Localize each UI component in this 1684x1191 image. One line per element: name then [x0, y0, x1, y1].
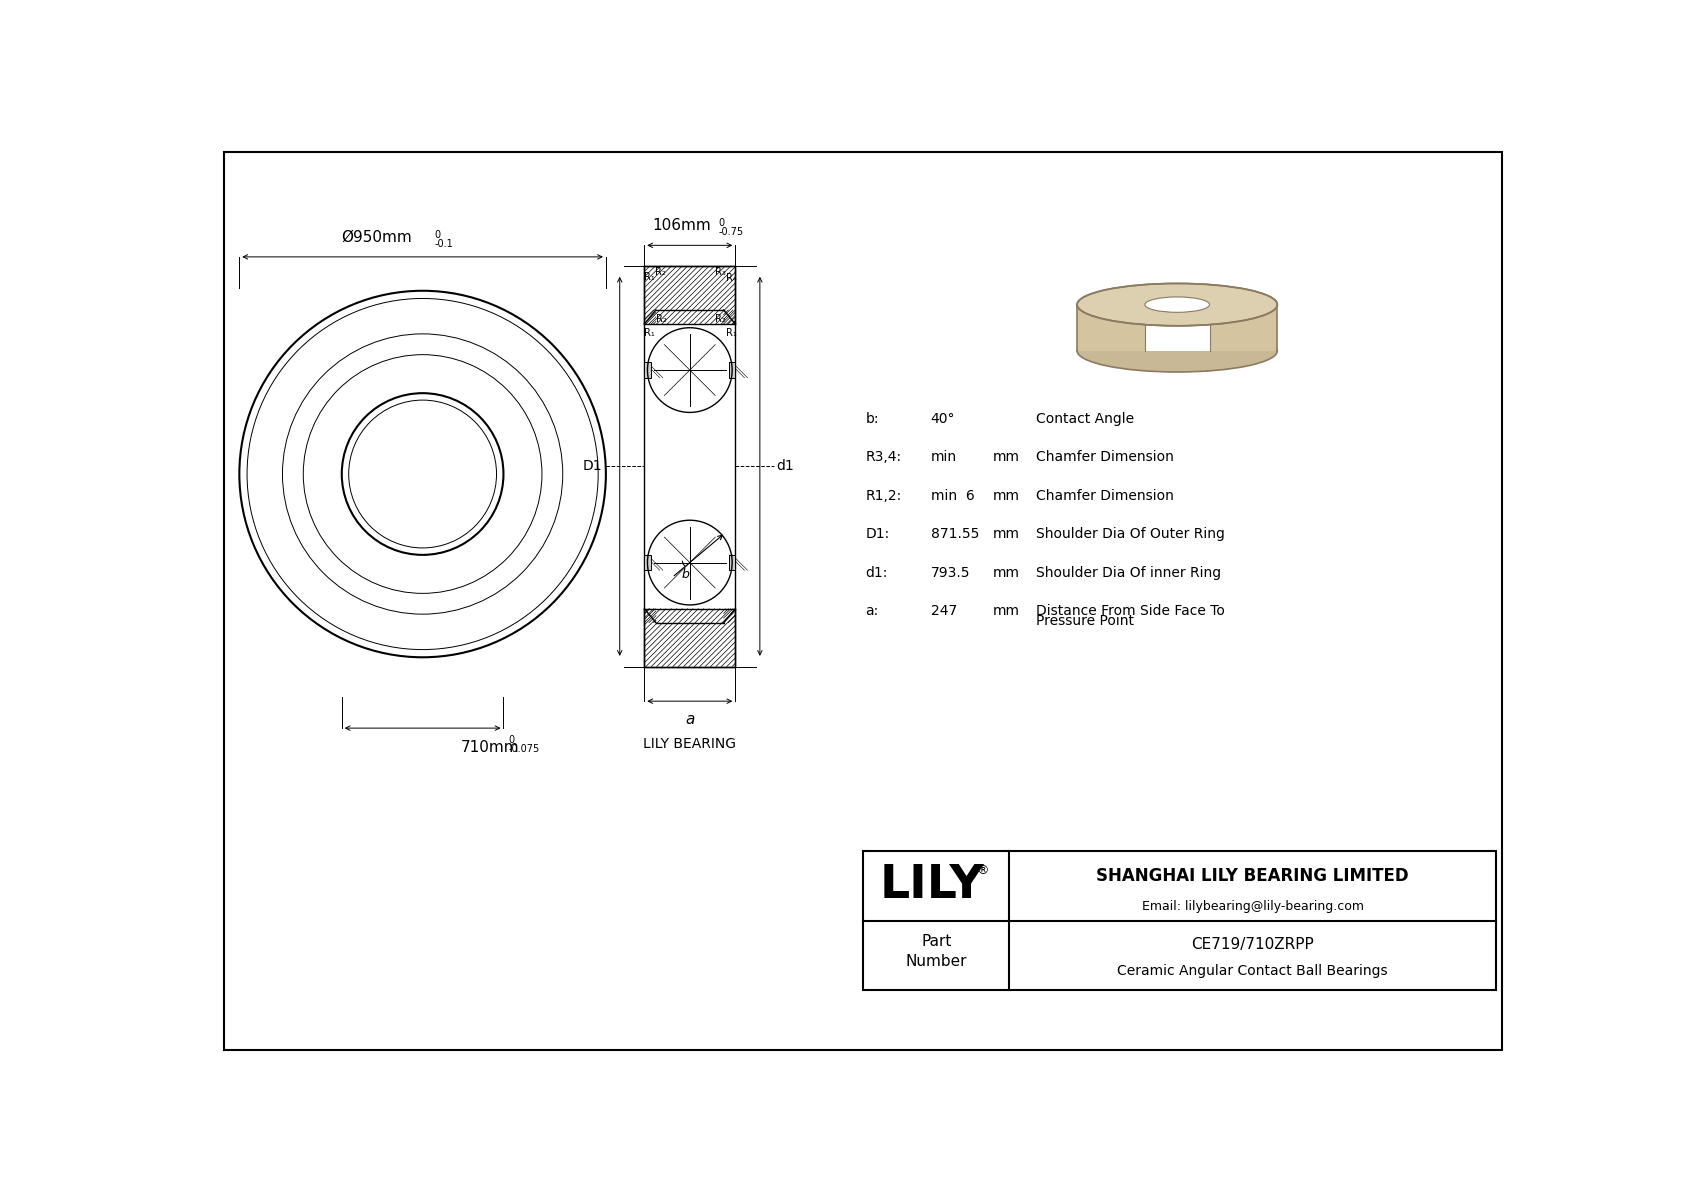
Text: Pressure Point: Pressure Point: [1036, 615, 1135, 628]
Text: mm: mm: [992, 604, 1019, 618]
Text: Email: lilybearing@lily-bearing.com: Email: lilybearing@lily-bearing.com: [1142, 900, 1364, 913]
Text: Chamfer Dimension: Chamfer Dimension: [1036, 488, 1174, 503]
Text: mm: mm: [992, 450, 1019, 464]
Bar: [862, 852, 1495, 990]
Bar: [729, 362, 736, 378]
Bar: [1145, 305, 1209, 351]
Text: R₄: R₄: [726, 273, 738, 282]
Text: Shoulder Dia Of inner Ring: Shoulder Dia Of inner Ring: [1036, 566, 1221, 580]
Text: 871.55: 871.55: [931, 528, 978, 541]
Text: R₃: R₃: [716, 267, 726, 276]
Text: min  6: min 6: [931, 488, 975, 503]
Text: 710mm: 710mm: [461, 741, 520, 755]
Text: Part
Number: Part Number: [906, 934, 967, 968]
Text: -0.1: -0.1: [434, 239, 453, 249]
Bar: [645, 362, 650, 378]
Text: min: min: [931, 450, 957, 464]
Text: Contact Angle: Contact Angle: [1036, 412, 1135, 425]
Text: 793.5: 793.5: [931, 566, 970, 580]
Ellipse shape: [1078, 330, 1276, 372]
Text: b:: b:: [866, 412, 879, 425]
Text: D1:: D1:: [866, 528, 889, 541]
Text: b: b: [682, 568, 690, 581]
Text: ®: ®: [977, 863, 989, 877]
Text: R₁: R₁: [726, 328, 738, 338]
Bar: [645, 555, 650, 570]
Text: Chamfer Dimension: Chamfer Dimension: [1036, 450, 1174, 464]
Text: 0: 0: [509, 735, 515, 746]
Text: d1:: d1:: [866, 566, 887, 580]
Text: Distance From Side Face To: Distance From Side Face To: [1036, 604, 1226, 618]
Text: R₂: R₂: [716, 314, 726, 324]
Text: d1: d1: [776, 460, 793, 473]
Text: a: a: [685, 712, 694, 727]
Bar: [1078, 305, 1276, 351]
Text: 0: 0: [434, 230, 440, 239]
Bar: [729, 555, 736, 570]
Text: CE719/710ZRPP: CE719/710ZRPP: [1191, 936, 1314, 952]
Text: -0.75: -0.75: [719, 226, 743, 237]
Text: Ceramic Angular Contact Ball Bearings: Ceramic Angular Contact Ball Bearings: [1118, 964, 1388, 978]
Text: LILY BEARING: LILY BEARING: [643, 736, 736, 750]
Text: SHANGHAI LILY BEARING LIMITED: SHANGHAI LILY BEARING LIMITED: [1096, 867, 1410, 885]
Text: mm: mm: [992, 566, 1019, 580]
Ellipse shape: [1078, 283, 1276, 326]
Text: 0: 0: [719, 218, 724, 227]
Text: mm: mm: [992, 488, 1019, 503]
Text: LILY: LILY: [881, 863, 985, 909]
Text: R₂: R₂: [657, 314, 667, 324]
Text: 247: 247: [931, 604, 957, 618]
Text: R₁: R₁: [645, 272, 655, 282]
Text: -0.075: -0.075: [509, 743, 541, 754]
Text: R3,4:: R3,4:: [866, 450, 901, 464]
Text: a:: a:: [866, 604, 879, 618]
Text: 106mm: 106mm: [653, 218, 711, 233]
Text: 40°: 40°: [931, 412, 955, 425]
Text: Ø950mm: Ø950mm: [342, 230, 413, 244]
Text: Shoulder Dia Of Outer Ring: Shoulder Dia Of Outer Ring: [1036, 528, 1226, 541]
Text: D1: D1: [583, 460, 601, 473]
Ellipse shape: [1145, 297, 1209, 312]
Text: mm: mm: [992, 528, 1019, 541]
Text: R₂: R₂: [655, 267, 665, 276]
Text: R1,2:: R1,2:: [866, 488, 901, 503]
Text: R₁: R₁: [645, 328, 655, 338]
